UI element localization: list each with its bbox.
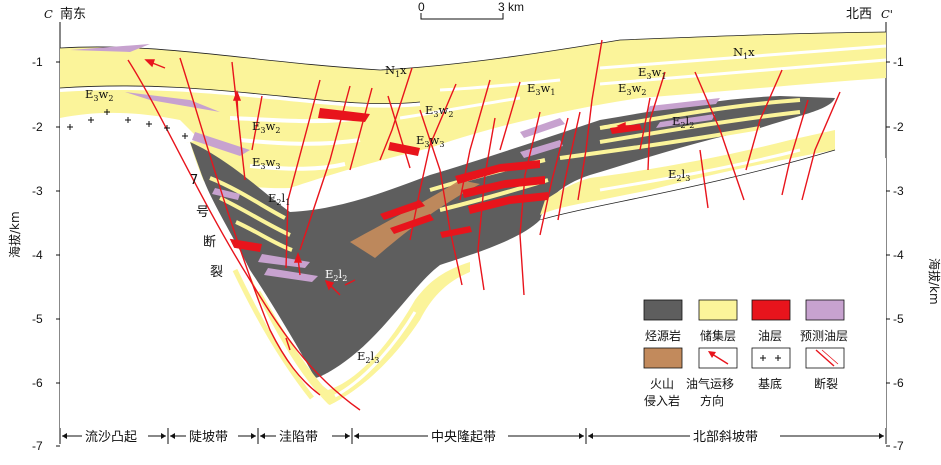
fault-label-char-1: 7 (190, 173, 198, 188)
tick-left-5: -5 (32, 312, 43, 326)
svg-text:方向: 方向 (700, 393, 724, 408)
geology-layers (60, 31, 886, 430)
fault-label-char-3: 断 (203, 235, 216, 250)
fault-7-label: 7 号 断 裂 (190, 173, 223, 280)
svg-text:断裂: 断裂 (814, 376, 838, 391)
source-rock-body (190, 96, 835, 378)
fault-label-char-2: 号 (196, 205, 209, 220)
tick-right-6: -6 (893, 376, 904, 390)
section-start-letter: C (44, 7, 53, 21)
unit-label-1: E3w2 (85, 87, 113, 103)
tick-right-3: -3 (893, 184, 904, 198)
tick-left-3: -3 (32, 184, 43, 198)
zone-north-slope: 北部斜坡带 (693, 430, 758, 445)
unit-label-7: N1x (385, 63, 407, 79)
direction-southeast: 南东 (60, 6, 86, 22)
tick-right-2: -2 (893, 120, 904, 134)
legend: 烃源岩 储集层 油层 预测油层 火山 侵入岩 油气运移 方向 (643, 299, 848, 408)
tick-left-2: -2 (32, 120, 43, 134)
unit-label-14: E2l3 (668, 167, 690, 183)
depth-axis-right: -1 -2 -3 -4 -5 -6 -7 海拔/km (886, 55, 941, 453)
zone-central-uplift: 中央隆起带 (431, 430, 496, 445)
predicted-oil-layers (70, 44, 720, 282)
svg-text:火山: 火山 (650, 377, 674, 391)
tick-right-5: -5 (893, 312, 904, 326)
scale-bar: 0 3 km (418, 0, 524, 20)
unit-label-12: E3w2 (618, 81, 646, 97)
stratigraphic-unit-labels: E3w2 E3w2 E3w3 E2l1 E2l2 E2l3 N1x E3w2 E… (85, 45, 755, 365)
unit-label-3: E3w3 (252, 155, 280, 171)
zone-steep-slope: 陡坡带 (189, 430, 228, 445)
tick-left-1: -1 (32, 55, 43, 69)
fault-lines (127, 39, 841, 411)
svg-text:预测油层: 预测油层 (800, 329, 848, 343)
depth-axis-label-left: 海拔/km (7, 211, 22, 258)
unit-label-6: E2l3 (357, 349, 379, 365)
unit-label-15: N1x (733, 45, 755, 61)
svg-text:烃源岩: 烃源岩 (645, 328, 681, 343)
unit-label-5: E2l2 (325, 267, 347, 283)
section-end-letter: C' (881, 7, 893, 21)
svg-text:储集层: 储集层 (700, 328, 736, 343)
zone-liusha-uplift: 流沙凸起 (85, 430, 137, 445)
svg-text:油气运移: 油气运移 (686, 376, 734, 391)
tick-left-6: -6 (32, 376, 43, 390)
structural-zone-bar: 流沙凸起 陡坡带 洼陷带 中央隆起带 北部斜坡带 (59, 428, 887, 445)
unit-label-8: E3w2 (425, 103, 453, 119)
depth-axis-label-right: 海拔/km (927, 258, 941, 305)
tick-left-7: -7 (32, 439, 43, 453)
unit-label-10: E3w1 (527, 81, 555, 97)
section-header: C 南东 北西 C' 0 3 km (44, 0, 893, 22)
depth-axis-left: -1 -2 -3 -4 -5 -6 -7 海拔/km (7, 55, 60, 453)
legend-item-basement: 基底 (751, 347, 791, 391)
legend-item-migration-direction: 油气运移 方向 (686, 347, 738, 408)
basement-plus-signs (67, 109, 188, 139)
legend-item-oil-layer: 油层 (751, 299, 791, 343)
zone-sag: 洼陷带 (279, 430, 318, 445)
unit-label-13: E2l2 (672, 114, 694, 130)
tick-left-4: -4 (32, 248, 43, 262)
upper-reservoir-sequence (60, 32, 886, 189)
svg-text:侵入岩: 侵入岩 (644, 393, 680, 408)
svg-text:基底: 基底 (758, 376, 782, 391)
unit-label-11: E3w1 (638, 65, 666, 81)
volcanic-intrusion (350, 180, 480, 258)
migration-arrowhead-icon (708, 351, 716, 358)
direction-northwest: 北西 (846, 7, 872, 22)
legend-item-volcanic-intrusive: 火山 侵入岩 (643, 347, 683, 408)
tick-right-1: -1 (893, 55, 904, 69)
unit-label-4: E2l1 (268, 191, 290, 207)
plus-signs-icon (760, 355, 781, 361)
svg-text:油层: 油层 (758, 329, 782, 343)
fault-label-char-4: 裂 (210, 265, 223, 280)
legend-item-predicted-oil-layer: 预测油层 (800, 299, 848, 343)
unit-label-2: E3w2 (252, 119, 280, 135)
migration-arrow-icon (711, 353, 729, 365)
scale-end-label: 3 km (498, 0, 524, 14)
fault-line-icon (815, 349, 835, 367)
unit-label-9: E3w3 (416, 133, 444, 149)
basement (60, 112, 200, 152)
migration-arrows (144, 59, 640, 351)
scale-start-label: 0 (418, 0, 425, 14)
legend-item-fault: 断裂 (805, 347, 845, 391)
legend-item-reservoir: 储集层 (698, 299, 738, 343)
tick-right-4: -4 (893, 248, 904, 262)
legend-item-source-rock: 烃源岩 (643, 299, 683, 343)
tick-right-7: -7 (893, 439, 904, 453)
